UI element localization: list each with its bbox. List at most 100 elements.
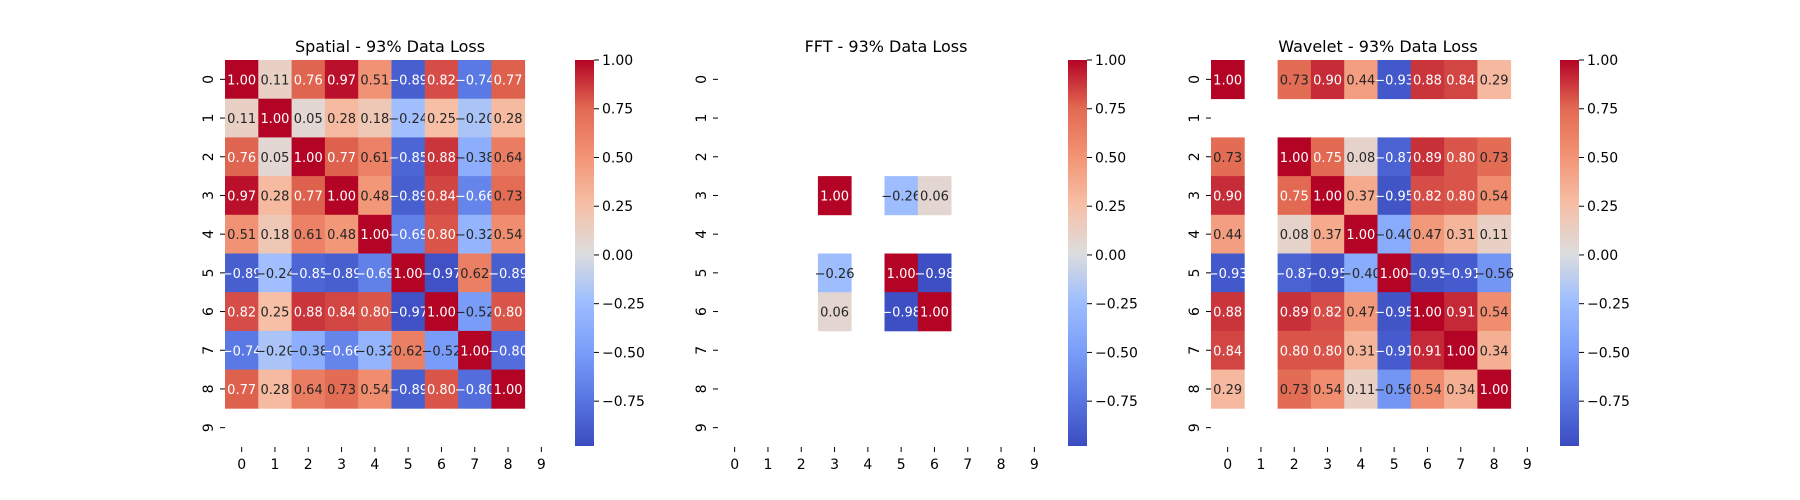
heatmap-cell xyxy=(491,253,526,293)
cell-value-label: −0.89 xyxy=(222,267,262,282)
cell-value-label: −0.80 xyxy=(488,344,528,359)
heatmap-cell xyxy=(817,292,852,332)
heatmap-cell xyxy=(324,292,359,332)
heatmap-cell xyxy=(1410,176,1445,216)
cell-value-label: 0.11 xyxy=(260,73,289,88)
cell-value-label: −0.95 xyxy=(1408,267,1448,282)
heatmap-cell xyxy=(884,253,919,293)
heatmap-cell xyxy=(291,98,326,138)
cell-value-label: 0.77 xyxy=(294,189,323,204)
heatmap-cell xyxy=(1410,369,1445,409)
cell-value-label: −0.93 xyxy=(1208,267,1248,282)
heatmap-cell xyxy=(358,292,392,332)
heatmap-cell xyxy=(424,137,459,177)
colorbar: 1.00 0.75 0.50 0.25 0.00 −0.25 −0.50 −0.75 xyxy=(1068,53,1138,446)
heatmap-cell xyxy=(358,330,392,370)
heatmap-cell xyxy=(884,176,919,216)
heatmap-cell xyxy=(291,292,326,332)
heatmap-cell xyxy=(1444,330,1478,370)
heatmap-cell xyxy=(225,60,259,100)
chart-title: Wavelet - 93% Data Loss xyxy=(1278,37,1477,56)
heatmap-cell xyxy=(424,176,459,216)
x-tick-label: 0 xyxy=(1223,457,1232,473)
colorbar-tick-label: −0.25 xyxy=(1587,297,1630,313)
heatmap-panel-spatial: Spatial - 93% Data Loss 1.00 0.11 0.76 0.97… xyxy=(201,37,645,473)
cell-value-label: −0.85 xyxy=(388,151,428,166)
cell-value-label: −0.56 xyxy=(1474,267,1514,282)
colorbar-tick-label: −0.75 xyxy=(1587,394,1630,410)
heatmap-cell xyxy=(1310,292,1345,332)
x-axis-ticks: 0 1 2 3 4 5 6 7 8 9 xyxy=(237,447,546,473)
cell-value-label: 0.28 xyxy=(327,112,356,127)
x-tick-label: 5 xyxy=(1390,457,1399,473)
cell-value-label: −0.69 xyxy=(388,228,428,243)
y-tick-label: 6 xyxy=(1187,307,1203,316)
cell-value-label: −0.91 xyxy=(1374,344,1414,359)
heatmap-cell xyxy=(225,369,259,409)
y-tick-label: 0 xyxy=(201,75,217,84)
heatmap-cell xyxy=(1377,137,1412,177)
heatmap-cell xyxy=(324,214,359,254)
heatmap-cell xyxy=(458,137,492,177)
cell-value-label: 0.54 xyxy=(1313,383,1342,398)
heatmap-cell xyxy=(1377,176,1412,216)
cell-value-label: 0.48 xyxy=(360,189,389,204)
cell-value-label: 0.29 xyxy=(1213,383,1242,398)
cell-value-label: −0.69 xyxy=(355,267,395,282)
colorbar-tick-label: 0.75 xyxy=(1587,102,1618,118)
y-tick-label: 9 xyxy=(694,423,710,432)
cell-value-label: 0.37 xyxy=(1313,228,1342,243)
x-tick-label: 6 xyxy=(437,457,446,473)
cell-value-label: 0.80 xyxy=(1313,344,1342,359)
heatmap-cell xyxy=(1444,176,1478,216)
heatmap-cell xyxy=(1477,330,1512,370)
cell-value-label: 1.00 xyxy=(1313,189,1342,204)
heatmap-cell xyxy=(458,292,492,332)
cell-value-label: 0.11 xyxy=(1346,383,1375,398)
cell-value-label: 0.80 xyxy=(360,306,389,321)
cell-value-label: −0.97 xyxy=(388,306,428,321)
cell-value-label: 0.34 xyxy=(1480,344,1509,359)
heatmap-cell xyxy=(424,330,459,370)
heatmap-cell xyxy=(291,176,326,216)
cell-value-label: 1.00 xyxy=(327,189,356,204)
heatmap-cell xyxy=(1277,60,1312,100)
cell-value-label: 0.51 xyxy=(227,228,256,243)
heatmap-cell xyxy=(358,98,392,138)
x-tick-label: 4 xyxy=(863,457,872,473)
x-tick-label: 2 xyxy=(797,457,806,473)
heatmap-cell xyxy=(1344,214,1378,254)
heatmap-cell xyxy=(1344,176,1378,216)
cell-value-label: 1.00 xyxy=(227,73,256,88)
heatmap-cell xyxy=(1477,369,1512,409)
cell-value-label: −0.95 xyxy=(1374,306,1414,321)
heatmap-cell xyxy=(1344,330,1378,370)
heatmap-cell xyxy=(1211,292,1245,332)
heatmap-cell xyxy=(1444,137,1478,177)
heatmap-cell xyxy=(1277,253,1312,293)
cell-value-label: 1.00 xyxy=(394,267,423,282)
y-tick-label: 7 xyxy=(694,346,710,355)
cell-value-label: −0.74 xyxy=(455,73,495,88)
cell-value-label: 0.37 xyxy=(1346,189,1375,204)
heatmap-cell xyxy=(1410,292,1445,332)
colorbar-tick-label: 1.00 xyxy=(1095,53,1126,69)
cell-value-label: 0.48 xyxy=(327,228,356,243)
cell-value-label: 0.77 xyxy=(327,151,356,166)
y-tick-label: 9 xyxy=(201,423,217,432)
heatmap-cell xyxy=(1377,60,1412,100)
cell-value-label: 0.88 xyxy=(427,151,456,166)
heatmap-cell xyxy=(917,292,952,332)
cell-value-label: 0.08 xyxy=(1346,151,1375,166)
x-tick-label: 7 xyxy=(470,457,479,473)
cell-value-label: −0.66 xyxy=(322,344,362,359)
cell-value-label: 0.73 xyxy=(327,383,356,398)
cell-value-label: 0.82 xyxy=(1313,306,1342,321)
heatmap-cell xyxy=(1277,137,1312,177)
heatmap-cell xyxy=(391,137,426,177)
heatmap-cell xyxy=(491,176,526,216)
cell-value-label: 1.00 xyxy=(494,383,523,398)
cell-value-label: 0.44 xyxy=(1346,73,1375,88)
cell-value-label: 0.88 xyxy=(1413,73,1442,88)
heatmap-cell xyxy=(1377,369,1412,409)
